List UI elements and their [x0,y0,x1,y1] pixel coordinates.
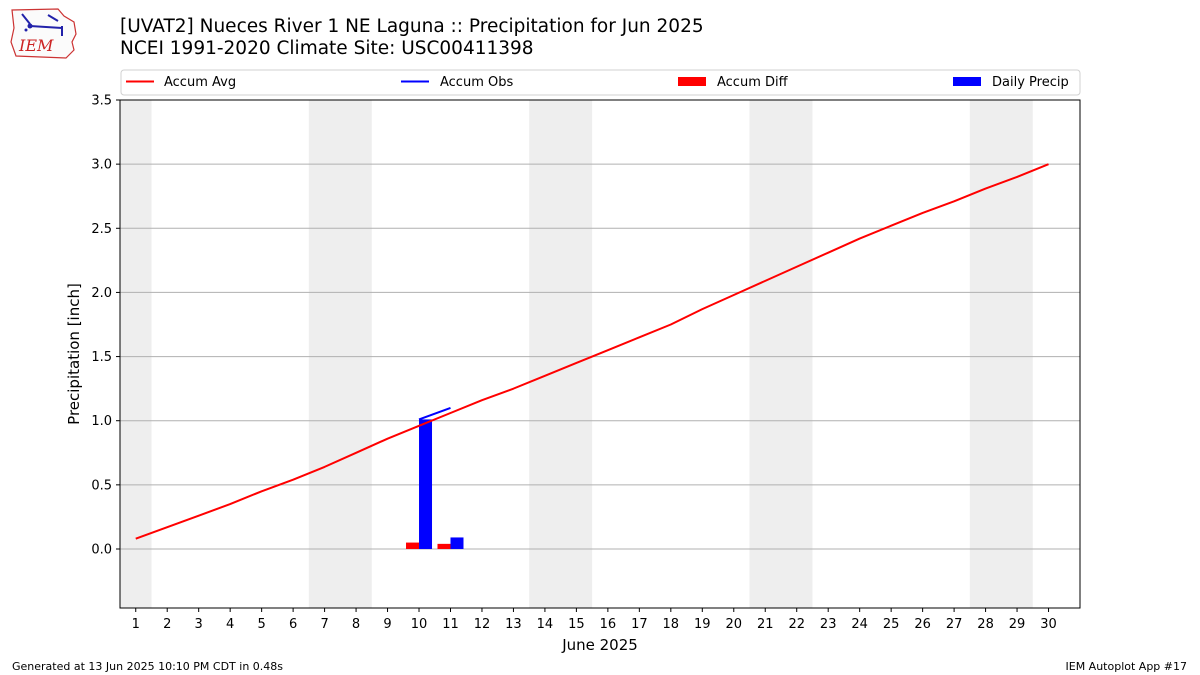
x-tick-label: 24 [851,617,868,632]
y-tick-label: 3.0 [91,158,112,173]
x-tick-label: 19 [694,617,711,632]
x-tick-label: 23 [820,617,837,632]
legend-accum-avg-label: Accum Avg [164,75,236,90]
logo-text: IEM [18,36,54,55]
x-tick-label: 26 [914,617,931,632]
y-tick-label: 3.5 [91,94,112,109]
legend-daily-precip-swatch [953,77,981,86]
x-tick-label: 3 [195,617,203,632]
x-tick-label: 25 [883,617,900,632]
legend-accum-diff-swatch [678,77,706,86]
x-tick-label: 6 [289,617,297,632]
y-axis-label: Precipitation [inch] [65,283,83,425]
x-tick-label: 15 [568,617,585,632]
x-tick-label: 12 [474,617,491,632]
accum-diff-bar [437,543,451,549]
legend-daily-precip-label: Daily Precip [992,75,1069,90]
x-tick-label: 4 [226,617,234,632]
daily-precip-bar [419,419,433,549]
accum-avg-line [135,163,1049,540]
y-tick-label: 2.5 [91,222,112,237]
x-tick-label: 2 [163,617,171,632]
y-tick-label: 1.0 [91,414,112,429]
x-tick-label: 28 [977,617,994,632]
x-axis-label: June 2025 [561,636,638,654]
daily-precip-bar [450,537,464,549]
weekend-band [969,100,1033,608]
y-tick-label: 1.5 [91,350,112,365]
legend-accum-diff-label: Accum Diff [717,75,789,90]
x-tick-label: 7 [320,617,328,632]
x-tick-label: 1 [132,617,140,632]
x-tick-label: 16 [600,617,617,632]
legend-box [120,69,1081,96]
weekend-band [749,100,813,608]
plot-frame [119,99,1081,609]
x-tick-label: 5 [257,617,265,632]
accum-diff-bar [406,542,420,549]
chart-title-block: [UVAT2] Nueces River 1 NE Laguna :: Prec… [120,16,704,60]
x-tick-label: 30 [1040,617,1057,632]
autoplot-app-label: IEM Autoplot App #17 [1065,660,1188,673]
iem-logo: IEM [8,6,82,60]
chart-subtitle: NCEI 1991-2020 Climate Site: USC00411398 [120,38,534,59]
x-tick-label: 8 [352,617,360,632]
y-tick-label: 0.0 [91,542,112,557]
x-tick-label: 18 [663,617,680,632]
x-tick-label: 29 [1009,617,1026,632]
x-tick-label: 13 [505,617,522,632]
y-tick-label: 2.0 [91,286,112,301]
x-tick-label: 27 [946,617,963,632]
x-tick-label: 20 [725,617,742,632]
x-tick-label: 14 [537,617,554,632]
x-tick-label: 10 [411,617,428,632]
weekend-band [529,100,593,608]
x-tick-label: 21 [757,617,774,632]
x-tick-label: 17 [631,617,648,632]
accum-obs-line [418,406,451,421]
x-tick-label: 22 [788,617,805,632]
x-tick-label: 9 [383,617,391,632]
legend-accum-obs-label: Accum Obs [440,75,513,90]
weekend-band [120,100,152,608]
y-tick-label: 0.5 [91,478,112,493]
weekend-band [308,100,372,608]
x-tick-label: 11 [442,617,459,632]
generated-timestamp: Generated at 13 Jun 2025 10:10 PM CDT in… [12,660,284,673]
chart-title: [UVAT2] Nueces River 1 NE Laguna :: Prec… [120,16,704,37]
